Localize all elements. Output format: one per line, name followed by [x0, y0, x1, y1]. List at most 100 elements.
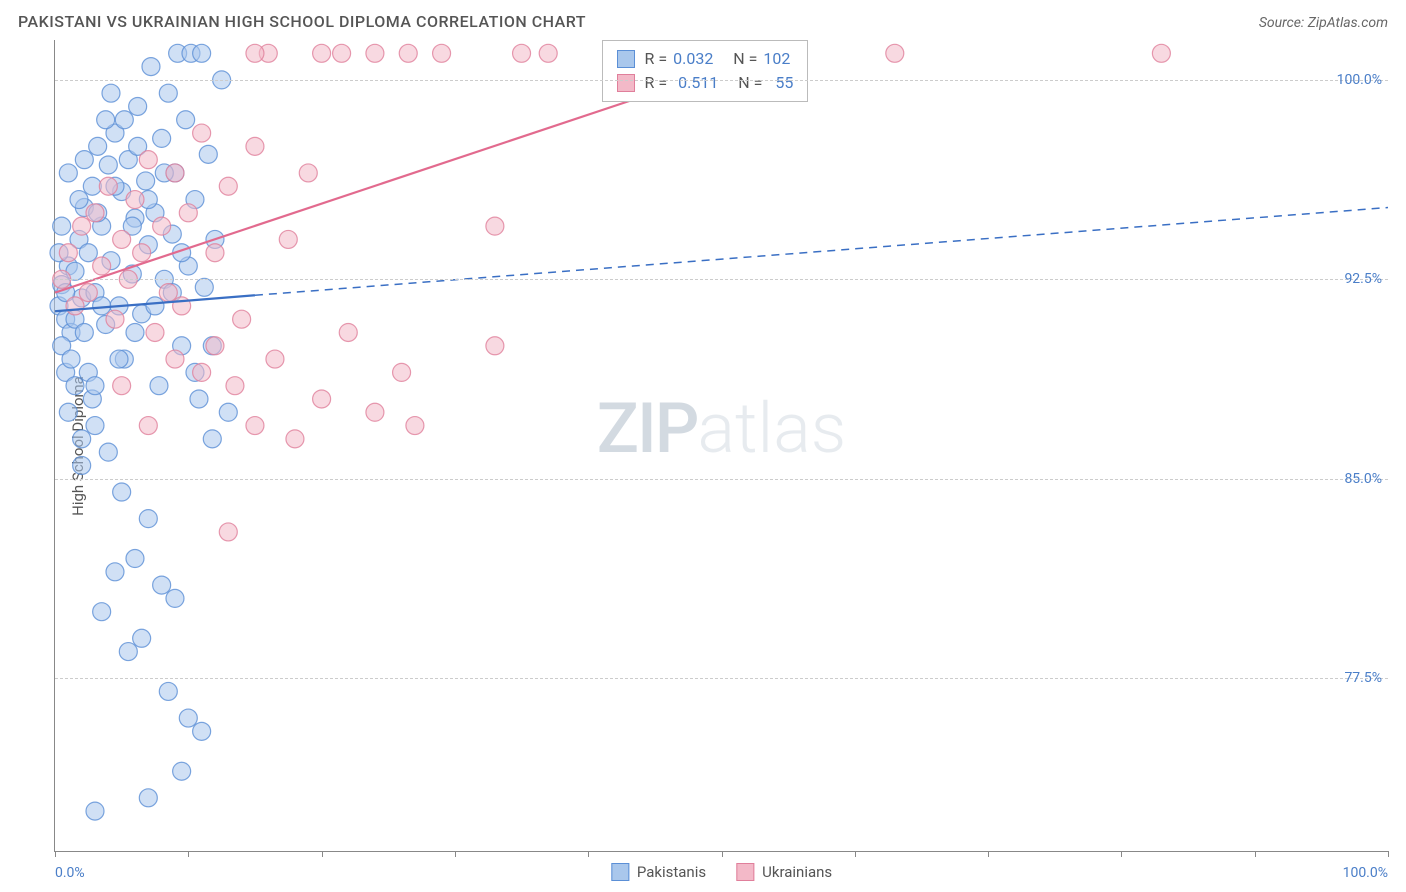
scatter-point-series1	[146, 297, 164, 315]
legend-item-1: Pakistanis	[611, 863, 706, 881]
scatter-point-series1	[73, 430, 91, 448]
scatter-point-series1	[199, 145, 217, 163]
scatter-point-series1	[139, 789, 157, 807]
scatter-point-series1	[126, 550, 144, 568]
scatter-point-series1	[70, 191, 88, 209]
scatter-point-series2	[206, 244, 224, 262]
scatter-point-series2	[339, 323, 357, 341]
scatter-point-series1	[173, 762, 191, 780]
scatter-point-series2	[113, 230, 131, 248]
scatter-point-series1	[99, 156, 117, 174]
stats-legend-box: R = 0.032 N = 102 R = 0.511 N = 55	[602, 40, 809, 102]
legend-item-2: Ukrainians	[736, 863, 832, 881]
stat-r-label-1: R =	[645, 47, 668, 71]
x-tick	[1388, 851, 1389, 857]
x-tick	[455, 851, 456, 857]
scatter-point-series1	[126, 323, 144, 341]
legend-swatch-1	[611, 863, 629, 881]
scatter-point-series1	[177, 111, 195, 129]
scatter-point-series1	[83, 177, 101, 195]
stats-row-2: R = 0.511 N = 55	[617, 71, 794, 95]
scatter-point-series1	[75, 323, 93, 341]
scatter-point-series2	[133, 244, 151, 262]
scatter-point-series2	[126, 191, 144, 209]
x-tick	[322, 851, 323, 857]
scatter-point-series2	[139, 417, 157, 435]
scatter-point-series2	[246, 137, 264, 155]
scatter-point-series1	[159, 682, 177, 700]
plot-region: ZIPatlas R = 0.032 N = 102 R = 0.511 N =…	[54, 40, 1388, 852]
scatter-point-series1	[110, 350, 128, 368]
scatter-point-series2	[313, 390, 331, 408]
scatter-point-series2	[73, 217, 91, 235]
scatter-point-series1	[75, 151, 93, 169]
scatter-point-series2	[166, 350, 184, 368]
scatter-point-series2	[159, 284, 177, 302]
scatter-point-series1	[159, 84, 177, 102]
scatter-point-series1	[139, 510, 157, 528]
scatter-point-series2	[86, 204, 104, 222]
scatter-point-series1	[59, 164, 77, 182]
scatter-point-series2	[1152, 44, 1170, 62]
scatter-point-series2	[299, 164, 317, 182]
scatter-point-series2	[59, 244, 77, 262]
scatter-point-series2	[313, 44, 331, 62]
scatter-point-series1	[62, 350, 80, 368]
legend-swatch-2	[736, 863, 754, 881]
scatter-point-series1	[102, 84, 120, 102]
chart-title: PAKISTANI VS UKRAINIAN HIGH SCHOOL DIPLO…	[18, 12, 586, 31]
y-tick-label: 77.5%	[1344, 670, 1382, 686]
scatter-point-series2	[219, 523, 237, 541]
legend-label-1: Pakistanis	[637, 863, 706, 881]
scatter-point-series1	[203, 430, 221, 448]
scatter-point-series1	[106, 563, 124, 581]
scatter-point-series2	[153, 217, 171, 235]
scatter-point-series2	[233, 310, 251, 328]
scatter-point-series2	[266, 350, 284, 368]
scatter-point-series2	[393, 363, 411, 381]
scatter-point-series2	[399, 44, 417, 62]
scatter-point-series1	[59, 403, 77, 421]
stat-n-label-1: N =	[733, 47, 757, 71]
scatter-point-series1	[119, 643, 137, 661]
scatter-point-series1	[133, 629, 151, 647]
scatter-point-series2	[146, 323, 164, 341]
x-axis-max-label: 100.0%	[1343, 865, 1388, 881]
scatter-point-series2	[279, 230, 297, 248]
scatter-point-series2	[99, 177, 117, 195]
scatter-point-series2	[333, 44, 351, 62]
plot-svg	[55, 40, 1388, 851]
scatter-point-series1	[86, 417, 104, 435]
x-tick	[722, 851, 723, 857]
scatter-point-series2	[513, 44, 531, 62]
x-axis-min-label: 0.0%	[55, 865, 85, 881]
scatter-point-series1	[195, 278, 213, 296]
scatter-point-series1	[150, 377, 168, 395]
scatter-point-series1	[153, 576, 171, 594]
scatter-point-series1	[193, 44, 211, 62]
scatter-point-series2	[106, 310, 124, 328]
stat-r-value-2: 0.511	[673, 71, 718, 95]
scatter-point-series2	[193, 124, 211, 142]
stats-swatch-2	[617, 74, 635, 92]
scatter-point-series1	[113, 483, 131, 501]
trendline-1-dashed	[255, 208, 1388, 296]
scatter-point-series1	[153, 129, 171, 147]
x-tick	[1255, 851, 1256, 857]
scatter-point-series1	[79, 244, 97, 262]
legend-bottom: Pakistanis Ukrainians	[611, 863, 832, 881]
scatter-point-series1	[137, 172, 155, 190]
stats-swatch-1	[617, 50, 635, 68]
x-tick	[988, 851, 989, 857]
scatter-point-series2	[179, 204, 197, 222]
gridline	[55, 80, 1388, 81]
scatter-point-series1	[66, 377, 84, 395]
scatter-point-series2	[366, 44, 384, 62]
scatter-point-series1	[142, 58, 160, 76]
scatter-point-series2	[246, 44, 264, 62]
scatter-point-series2	[193, 363, 211, 381]
scatter-point-series1	[86, 802, 104, 820]
gridline	[55, 678, 1388, 679]
scatter-point-series2	[113, 377, 131, 395]
stat-n-value-1: 102	[763, 47, 790, 71]
